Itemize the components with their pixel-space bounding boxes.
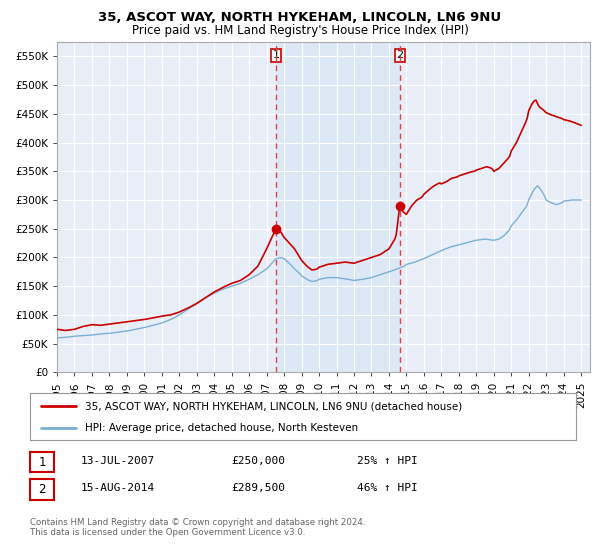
Text: 25% ↑ HPI: 25% ↑ HPI: [357, 456, 418, 466]
Text: £250,000: £250,000: [231, 456, 285, 466]
Text: HPI: Average price, detached house, North Kesteven: HPI: Average price, detached house, Nort…: [85, 423, 358, 433]
Text: 13-JUL-2007: 13-JUL-2007: [81, 456, 155, 466]
Text: 1: 1: [272, 50, 280, 60]
Text: Price paid vs. HM Land Registry's House Price Index (HPI): Price paid vs. HM Land Registry's House …: [131, 24, 469, 36]
Text: 35, ASCOT WAY, NORTH HYKEHAM, LINCOLN, LN6 9NU (detached house): 35, ASCOT WAY, NORTH HYKEHAM, LINCOLN, L…: [85, 401, 462, 411]
Text: 1: 1: [38, 455, 46, 469]
Text: 35, ASCOT WAY, NORTH HYKEHAM, LINCOLN, LN6 9NU: 35, ASCOT WAY, NORTH HYKEHAM, LINCOLN, L…: [98, 11, 502, 24]
Text: 15-AUG-2014: 15-AUG-2014: [81, 483, 155, 493]
Text: 2: 2: [38, 483, 46, 496]
Text: 46% ↑ HPI: 46% ↑ HPI: [357, 483, 418, 493]
Text: £289,500: £289,500: [231, 483, 285, 493]
Text: Contains HM Land Registry data © Crown copyright and database right 2024.
This d: Contains HM Land Registry data © Crown c…: [30, 518, 365, 538]
Text: 2: 2: [396, 50, 403, 60]
Bar: [276, 42, 400, 372]
